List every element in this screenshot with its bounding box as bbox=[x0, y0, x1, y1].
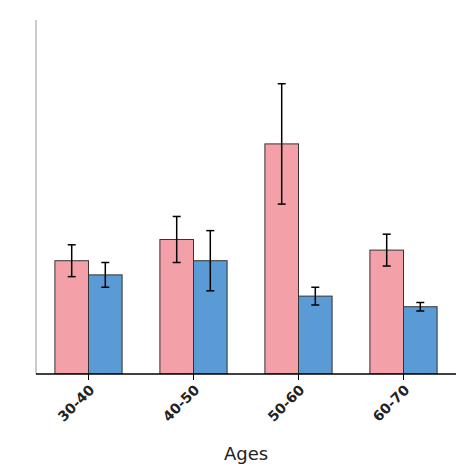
chart-container: 30-40 40-50 50-60 60-70 Ages bbox=[0, 0, 474, 474]
error-bar-cap bbox=[68, 244, 76, 246]
error-bar bbox=[173, 216, 181, 262]
x-tick bbox=[88, 374, 89, 380]
error-bar bbox=[68, 245, 76, 277]
y-axis-line bbox=[36, 20, 37, 374]
error-bar-cap bbox=[68, 276, 76, 278]
x-tick bbox=[298, 374, 299, 380]
bar bbox=[370, 250, 404, 374]
error-bar-stem bbox=[71, 245, 73, 277]
error-bar-cap bbox=[416, 302, 424, 304]
error-bar-stem bbox=[210, 231, 212, 291]
error-bar-stem bbox=[281, 84, 283, 204]
error-bar-cap bbox=[173, 262, 181, 264]
bar bbox=[89, 275, 123, 374]
bar bbox=[55, 261, 89, 374]
error-bar-stem bbox=[315, 287, 317, 305]
error-bar-cap bbox=[101, 287, 109, 289]
error-bar bbox=[311, 287, 319, 305]
x-axis-line bbox=[36, 373, 456, 375]
bar bbox=[404, 307, 438, 374]
x-tick-label: 40-50 bbox=[159, 381, 202, 424]
x-tick bbox=[193, 374, 194, 380]
error-bar-cap bbox=[311, 287, 319, 289]
x-axis-label: Ages bbox=[224, 443, 268, 464]
x-tick-label: 50-60 bbox=[264, 381, 307, 424]
error-bar-cap bbox=[383, 233, 391, 235]
bars bbox=[55, 84, 437, 374]
error-bar bbox=[206, 231, 214, 291]
error-bar-stem bbox=[105, 262, 107, 287]
error-bar-cap bbox=[206, 290, 214, 292]
x-tick-label: 60-70 bbox=[369, 381, 412, 424]
error-bar bbox=[278, 84, 286, 204]
error-bar-cap bbox=[278, 203, 286, 205]
error-bar-cap bbox=[278, 83, 286, 85]
error-bar bbox=[101, 262, 109, 287]
error-bar-cap bbox=[311, 304, 319, 306]
error-bar-stem bbox=[176, 216, 178, 262]
error-bar bbox=[383, 234, 391, 266]
error-bar-cap bbox=[101, 262, 109, 264]
chart: 30-40 40-50 50-60 60-70 Ages bbox=[0, 0, 474, 474]
error-bar-stem bbox=[420, 302, 422, 310]
error-bar bbox=[416, 302, 424, 310]
error-bar-stem bbox=[386, 234, 388, 266]
x-tick-label: 30-40 bbox=[54, 381, 97, 424]
error-bar-cap bbox=[383, 265, 391, 267]
bar bbox=[299, 296, 333, 374]
error-bar-cap bbox=[206, 230, 214, 232]
error-bar-cap bbox=[416, 310, 424, 312]
error-bar-cap bbox=[173, 216, 181, 218]
x-tick bbox=[403, 374, 404, 380]
